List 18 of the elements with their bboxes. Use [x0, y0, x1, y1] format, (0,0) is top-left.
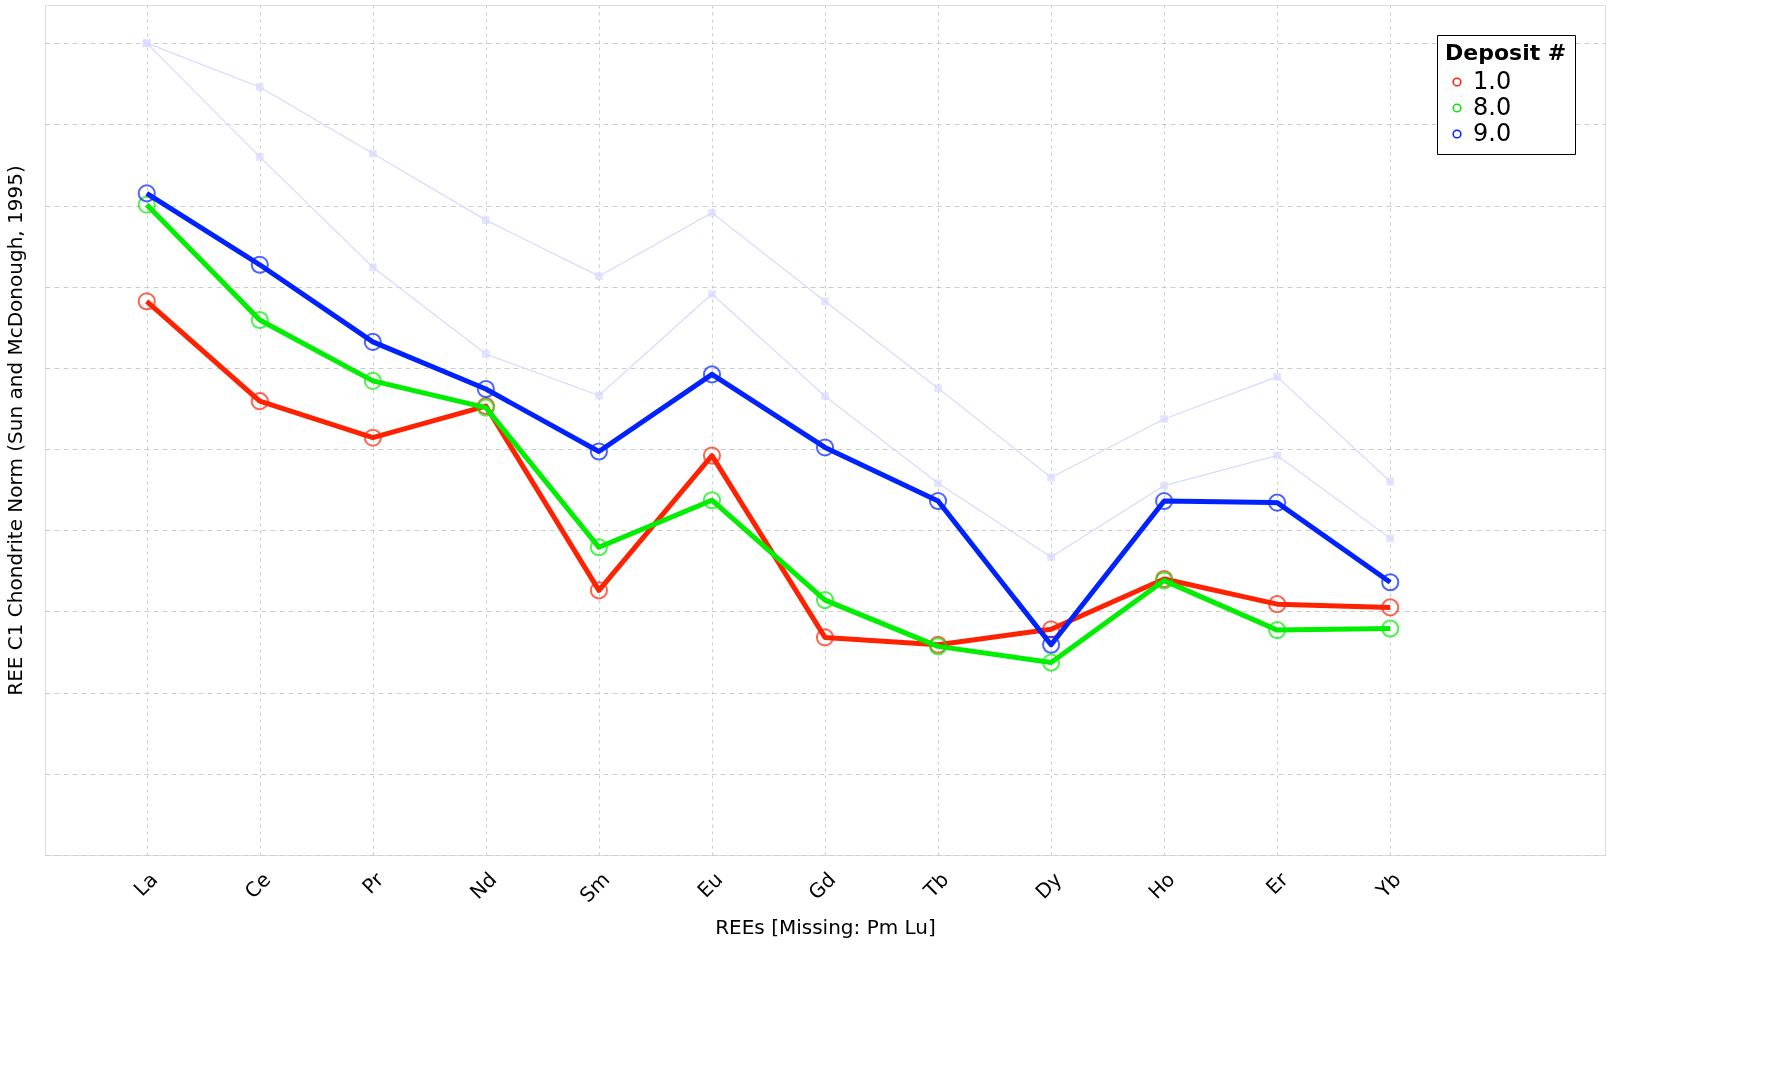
legend-title: Deposit #: [1445, 40, 1567, 65]
legend-label: 9.0: [1473, 119, 1512, 147]
x-tick-label: Ce: [239, 867, 276, 903]
x-tick-label: Pr: [357, 866, 389, 899]
x-tick-label: La: [128, 867, 163, 901]
x-tick-label: Tb: [918, 867, 954, 903]
x-tick-label: Sm: [574, 867, 615, 908]
legend-label: 8.0: [1473, 93, 1512, 121]
x-tick-label: Yb: [1370, 867, 1406, 903]
x-tick-label: Gd: [803, 867, 841, 905]
x-tick-label: Ho: [1143, 867, 1180, 904]
x-tick-label: Eu: [692, 867, 728, 903]
x-tick-label: Er: [1260, 866, 1294, 900]
y-axis-title: REE C1 Chondrite Norm (Sun and McDonough, 1995): [2, 165, 27, 696]
x-tick-label: Dy: [1030, 867, 1067, 904]
legend-label: 1.0: [1473, 67, 1512, 95]
x-tick-label: Nd: [464, 867, 502, 904]
x-axis-title: REEs [Missing: Pm Lu]: [715, 915, 936, 940]
